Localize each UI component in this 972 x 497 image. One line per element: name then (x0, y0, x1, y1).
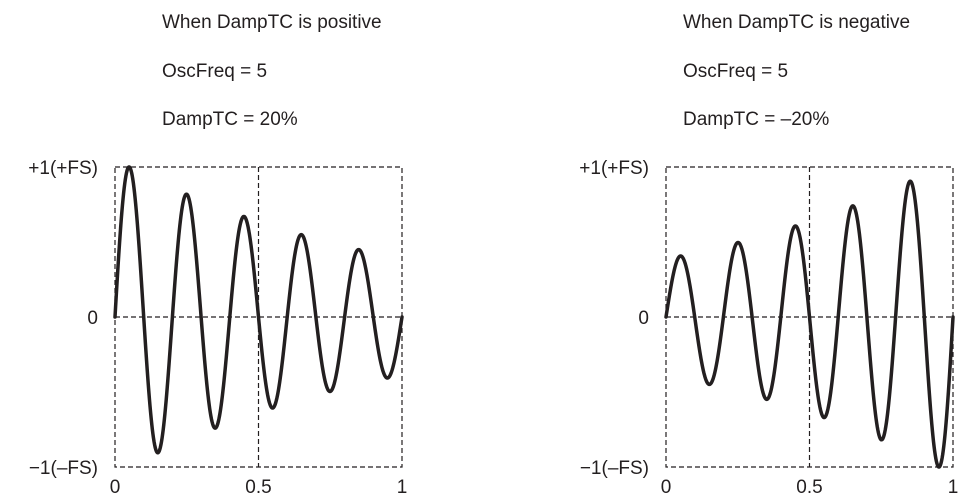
x-tick-mid: 0.5 (245, 477, 271, 497)
osc-freq-label: OscFreq = 5 (683, 61, 788, 82)
waveform-line (113, 165, 404, 455)
damp-tc-label: DampTC = 20% (162, 109, 298, 130)
y-tick-min: −1(–FS) (580, 458, 649, 479)
osc-freq-label: OscFreq = 5 (162, 61, 267, 82)
x-tick-end: 1 (397, 477, 408, 497)
chart-title: When DampTC is negative (683, 12, 910, 33)
y-tick-max: +1(+FS) (579, 158, 649, 179)
y-tick-zero: 0 (87, 308, 98, 329)
x-tick-start: 0 (110, 477, 121, 497)
y-tick-zero: 0 (638, 308, 649, 329)
chart-title: When DampTC is positive (162, 12, 382, 33)
x-tick-mid: 0.5 (796, 477, 822, 497)
waveform-line (664, 179, 955, 469)
y-tick-min: −1(–FS) (29, 458, 98, 479)
x-tick-start: 0 (661, 477, 672, 497)
y-tick-max: +1(+FS) (28, 158, 98, 179)
chart-positive: When DampTC is positive OscFreq = 5 Damp… (28, 12, 407, 497)
chart-negative: When DampTC is negative OscFreq = 5 Damp… (579, 12, 958, 497)
x-tick-end: 1 (948, 477, 959, 497)
damp-tc-label: DampTC = –20% (683, 109, 829, 130)
